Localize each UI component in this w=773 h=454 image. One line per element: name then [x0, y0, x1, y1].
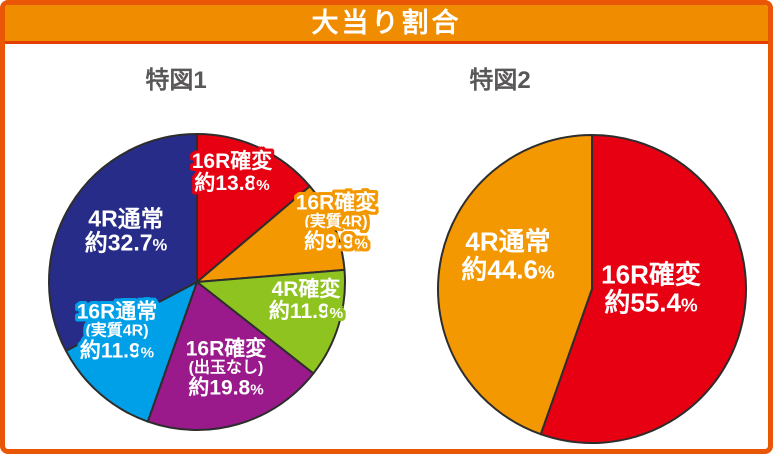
slice-value-percent-sign: %: [256, 177, 270, 194]
pie-chart-tokuzu1: [48, 133, 346, 431]
slice-value-number: 約44.6: [461, 254, 538, 284]
slice-value-percent-sign: %: [250, 381, 264, 399]
slice-name: 4R通常: [88, 205, 164, 232]
pie1-slice-label-5: 4R通常 約32.7%: [85, 205, 167, 256]
slice-value-number: 約11.9: [268, 300, 330, 323]
slice-qualifier: (実質4R): [85, 322, 149, 340]
slice-value-percent-sign: %: [354, 235, 368, 253]
slice-value: 約13.8%: [192, 172, 273, 195]
chart-title-tokuzu2: 特図2: [469, 67, 531, 94]
pie1-slice-5: [48, 133, 198, 352]
slice-name: 4R確変: [271, 277, 341, 301]
pie1-slice-1: [196, 185, 346, 283]
slice-value-percent-sign: %: [140, 344, 155, 362]
slice-value-number: 約13.8: [194, 172, 257, 195]
pie1-slice-0: [196, 133, 311, 283]
pie1-slice-label-4: 16R通常 (実質4R) 約11.9%: [77, 301, 158, 362]
slice-qualifier: (出玉なし): [188, 359, 264, 377]
pie1-slice-2: [196, 268, 346, 375]
slice-qualifier: (実質4R): [304, 213, 368, 231]
pie-chart-tokuzu2: [437, 134, 747, 444]
slice-value-number: 約11.9: [79, 339, 141, 363]
slice-name: 4R通常: [465, 226, 551, 257]
slice-name: 16R確変: [191, 149, 273, 173]
slice-value: 約44.6%: [461, 254, 555, 284]
slice-value: 約32.7%: [85, 231, 167, 255]
pie1-slice-3: [146, 281, 315, 431]
pie2-slice-1: [437, 134, 593, 436]
slice-value-number: 約55.4: [604, 287, 681, 317]
slice-value: 約11.9%: [77, 340, 158, 362]
pie2-slice-label-0: 16R確変 約55.4%: [601, 261, 701, 316]
slice-value: 約55.4%: [601, 287, 701, 317]
chart-title-tokuzu1: 特図1: [145, 67, 207, 94]
slice-value-number: 約32.7: [84, 230, 153, 256]
slice-name: 16R確変: [185, 337, 267, 361]
pie1-slice-label-0: 16R確変 約13.8%: [191, 149, 273, 196]
pie1-slice-4: [64, 281, 198, 423]
slice-name: 16R通常: [76, 300, 158, 324]
slice-value-number: 約9.9: [304, 230, 355, 254]
slice-value-percent-sign: %: [329, 305, 344, 322]
header-bar: 大当り割合: [5, 5, 768, 44]
page-title: 大当り割合: [311, 7, 462, 38]
pie1-slice-label-1: 16R確変 (実質4R) 約9.9%: [296, 192, 377, 253]
slice-value-percent-sign: %: [680, 294, 698, 315]
pie1-slice-label-2: 4R確変 約11.9%: [268, 277, 344, 324]
pie1-slice-label-3: 16R確変 (出玉なし) 約19.8%: [186, 338, 267, 399]
slice-value: 約19.8%: [186, 377, 267, 399]
slice-name: 16R確変: [295, 191, 377, 215]
slice-value: 約11.9%: [268, 300, 344, 323]
slice-value-percent-sign: %: [537, 261, 555, 282]
slice-value-number: 約19.8: [188, 376, 251, 400]
slice-name: 16R確変: [601, 259, 701, 290]
slice-value-percent-sign: %: [152, 236, 168, 255]
slice-value: 約9.9%: [296, 231, 377, 253]
pie2-slice-label-1: 4R通常 約44.6%: [461, 228, 554, 283]
